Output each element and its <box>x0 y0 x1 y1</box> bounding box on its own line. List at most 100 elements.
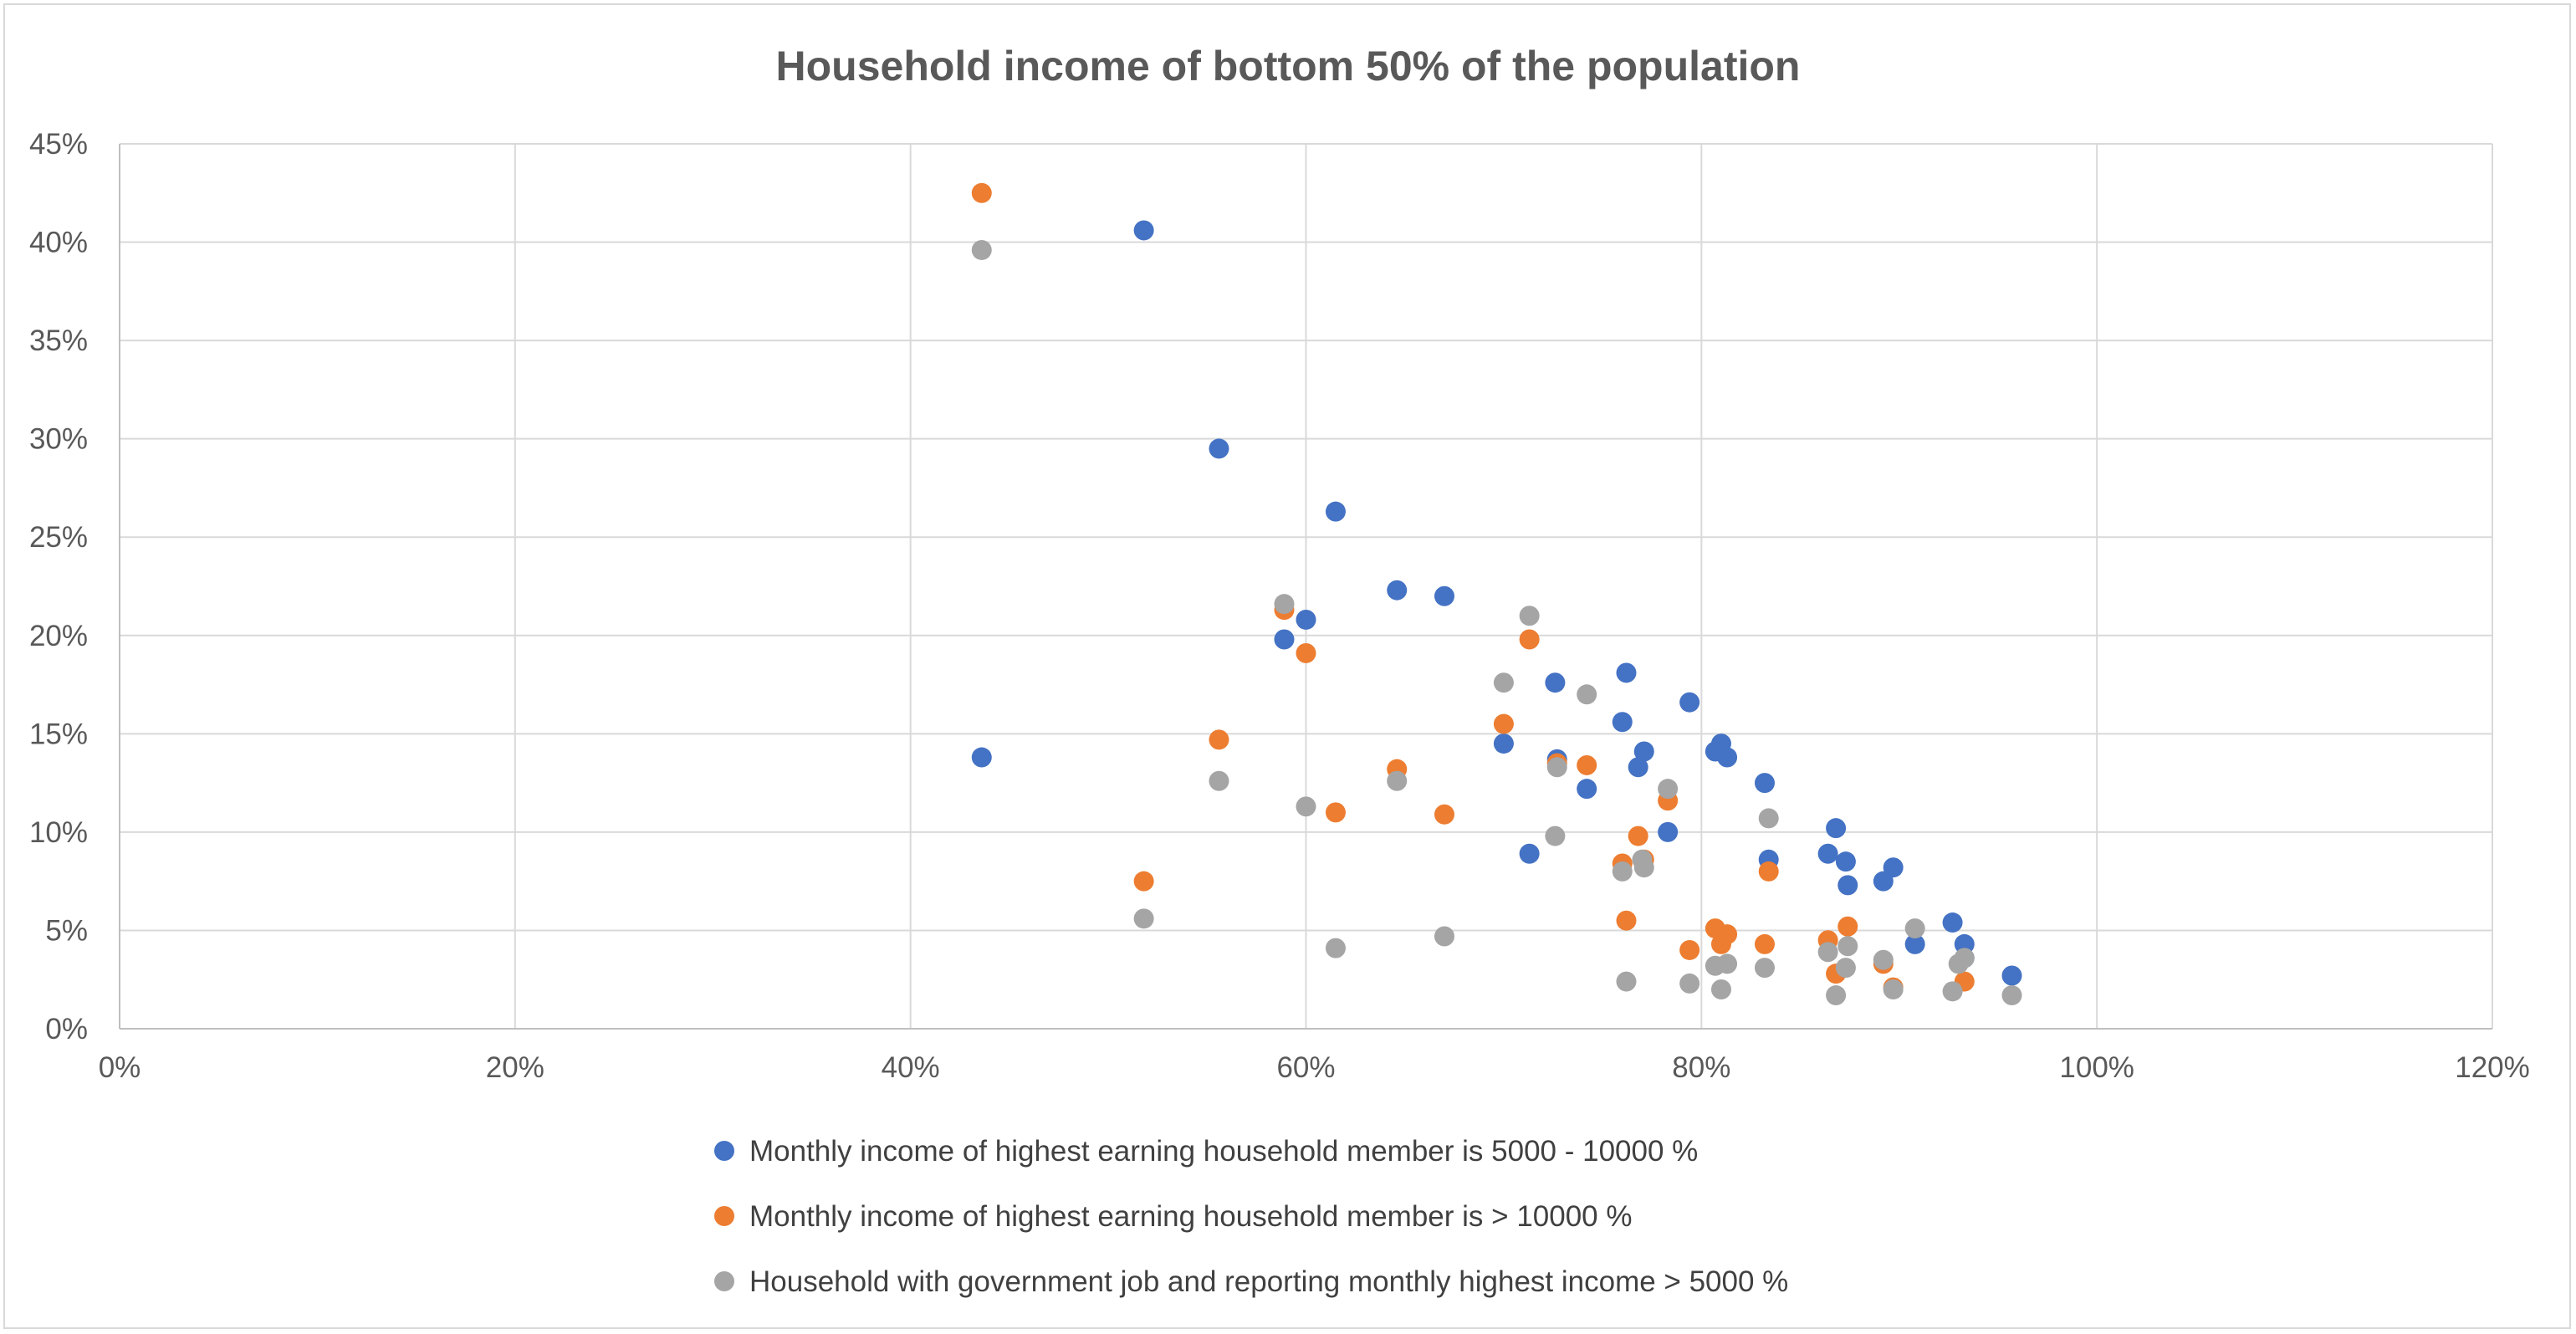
data-point <box>1817 843 1838 864</box>
data-point <box>1612 712 1633 733</box>
legend-label: Monthly income of highest earning househ… <box>749 1200 1633 1233</box>
gridlines <box>120 143 2493 1029</box>
data-point <box>1296 642 1316 663</box>
series-3-points <box>971 239 2022 1006</box>
data-point <box>1612 861 1633 882</box>
data-point <box>1133 871 1154 892</box>
data-point <box>1274 594 1295 615</box>
data-point <box>1717 953 1738 974</box>
data-point <box>1754 933 1775 954</box>
data-point <box>971 747 992 768</box>
data-point <box>1717 924 1738 945</box>
y-tick-label: 10% <box>29 816 88 849</box>
data-point <box>1826 985 1847 1006</box>
data-point <box>1545 825 1566 846</box>
data-point <box>1296 609 1316 630</box>
data-point <box>1679 973 1700 994</box>
data-point <box>1754 773 1775 794</box>
chart-title: Household income of bottom 50% of the po… <box>776 43 1801 89</box>
data-point <box>1658 821 1679 842</box>
data-point <box>1628 757 1648 778</box>
legend-marker <box>714 1141 734 1161</box>
data-point <box>1545 672 1566 693</box>
data-point <box>1387 770 1408 791</box>
data-point <box>1616 662 1637 683</box>
y-tick-label: 30% <box>29 423 88 456</box>
y-tick-label: 40% <box>29 227 88 259</box>
x-tick-label: 20% <box>486 1051 544 1084</box>
data-point <box>1519 843 1540 864</box>
y-axis-ticks: 0% 5% 10% 15% 20% 25% 30% 35% 40% 45% <box>29 128 88 1045</box>
data-point <box>1493 733 1514 754</box>
y-tick-label: 5% <box>45 914 88 947</box>
legend: Monthly income of highest earning househ… <box>714 1135 1788 1298</box>
data-point <box>1209 729 1229 750</box>
data-point <box>2001 965 2022 986</box>
legend-item: Monthly income of highest earning househ… <box>714 1135 1698 1168</box>
data-point <box>1325 501 1346 522</box>
data-point <box>1837 916 1858 937</box>
data-point <box>1209 770 1229 791</box>
data-point <box>1837 875 1858 896</box>
data-point <box>1577 754 1597 775</box>
legend-marker <box>714 1206 734 1226</box>
legend-item: Monthly income of highest earning househ… <box>714 1200 1633 1233</box>
x-tick-label: 40% <box>882 1051 940 1084</box>
data-point <box>1493 672 1514 693</box>
data-point <box>1883 857 1904 878</box>
y-tick-label: 25% <box>29 521 88 554</box>
data-point <box>1758 808 1779 829</box>
data-point <box>1434 804 1454 825</box>
x-tick-label: 100% <box>2059 1051 2134 1084</box>
data-point <box>1873 949 1894 970</box>
legend-item: Household with government job and report… <box>714 1265 1788 1298</box>
data-point <box>1133 220 1154 241</box>
y-tick-label: 0% <box>45 1013 88 1045</box>
y-tick-label: 15% <box>29 718 88 750</box>
x-tick-label: 60% <box>1276 1051 1335 1084</box>
legend-label: Household with government job and report… <box>749 1265 1788 1298</box>
x-axis-ticks: 0% 20% 40% 60% 80% 100% 120% <box>99 1051 2530 1084</box>
data-point <box>1754 958 1775 979</box>
legend-marker <box>714 1271 734 1291</box>
y-tick-label: 45% <box>29 128 88 161</box>
data-point <box>1493 713 1514 734</box>
data-point <box>1577 684 1597 705</box>
data-point <box>1519 606 1540 626</box>
axes <box>119 144 2492 1030</box>
data-point <box>1817 942 1838 963</box>
data-point <box>1904 933 1925 954</box>
x-tick-label: 80% <box>1672 1051 1730 1084</box>
data-point <box>1577 779 1597 800</box>
data-point <box>1274 629 1295 650</box>
data-point <box>1942 981 1963 1002</box>
data-point <box>1133 908 1154 929</box>
data-point <box>1826 818 1847 839</box>
data-points <box>971 182 2022 1006</box>
x-tick-label: 120% <box>2455 1051 2530 1084</box>
data-point <box>1954 948 1975 969</box>
data-point <box>1954 933 1975 954</box>
data-point <box>1710 979 1731 999</box>
data-point <box>1679 939 1700 960</box>
x-tick-label: 0% <box>99 1051 141 1084</box>
series-2-points <box>971 182 1975 998</box>
series-1-points <box>971 220 2022 986</box>
data-point <box>1658 779 1679 800</box>
data-point <box>1835 958 1856 979</box>
y-tick-label: 20% <box>29 620 88 652</box>
data-point <box>1434 926 1454 947</box>
legend-label: Monthly income of highest earning househ… <box>749 1135 1698 1168</box>
data-point <box>2001 985 2022 1006</box>
data-point <box>1209 438 1229 459</box>
y-tick-label: 35% <box>29 325 88 357</box>
data-point <box>1835 851 1856 872</box>
data-point <box>1616 971 1637 992</box>
data-point <box>1904 918 1925 939</box>
data-point <box>1628 825 1648 846</box>
data-point <box>1325 802 1346 823</box>
data-point <box>1633 741 1654 762</box>
data-point <box>1519 629 1540 650</box>
data-point <box>1883 979 1904 999</box>
